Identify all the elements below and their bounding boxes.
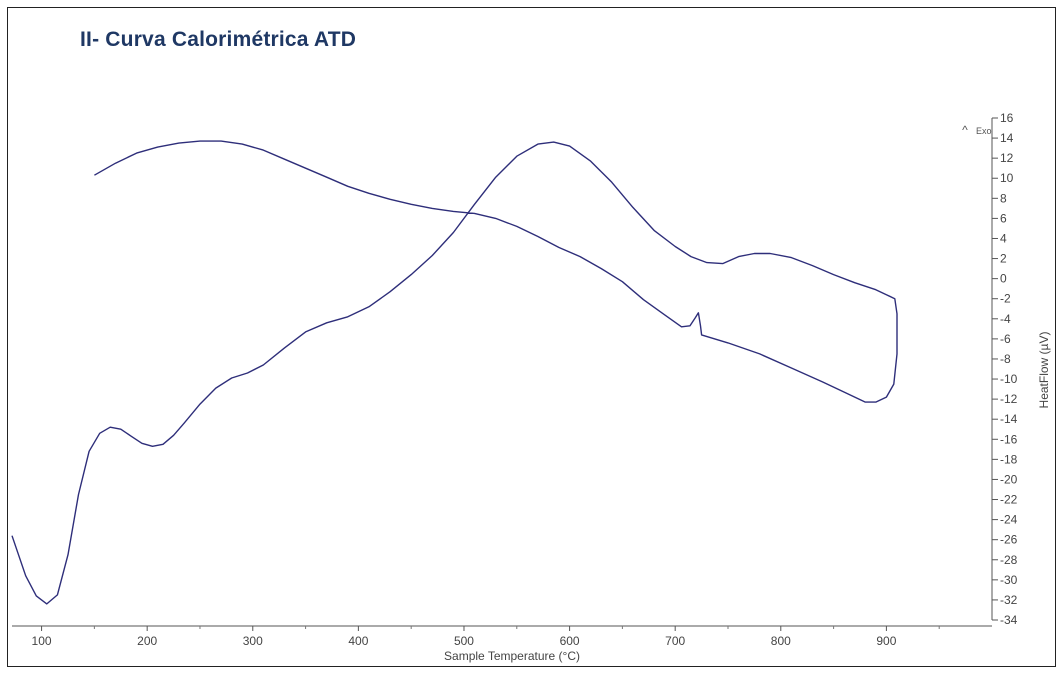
y-tick-label: -6 bbox=[1000, 332, 1011, 346]
x-axis-label: Sample Temperature (°C) bbox=[444, 649, 580, 663]
x-tick-label: 900 bbox=[876, 634, 896, 648]
x-tick-label: 200 bbox=[137, 634, 157, 648]
y-tick-label: 4 bbox=[1000, 231, 1007, 245]
y-tick-label: -8 bbox=[1000, 352, 1011, 366]
chart-axes bbox=[12, 118, 993, 627]
y-tick-label: -26 bbox=[1000, 533, 1018, 547]
y-tick-label: -32 bbox=[1000, 593, 1018, 607]
y-tick-label: 0 bbox=[1000, 272, 1007, 286]
y-tick-label: -18 bbox=[1000, 452, 1018, 466]
y-tick-label: -10 bbox=[1000, 372, 1018, 386]
exo-label: Exo bbox=[976, 126, 992, 136]
y-tick-label: 16 bbox=[1000, 111, 1014, 125]
y-tick-label: 2 bbox=[1000, 252, 1007, 266]
y-tick-label: -14 bbox=[1000, 412, 1018, 426]
y-tick-label: 10 bbox=[1000, 171, 1014, 185]
y-tick-label: -4 bbox=[1000, 312, 1011, 326]
series-line bbox=[11, 140, 898, 605]
x-tick-label: 500 bbox=[454, 634, 474, 648]
y-tick-label: -34 bbox=[1000, 613, 1018, 627]
y-tick-label: 6 bbox=[1000, 211, 1007, 225]
x-tick-label: 600 bbox=[560, 634, 580, 648]
chart-frame bbox=[7, 7, 1056, 667]
x-tick-label: 100 bbox=[32, 634, 52, 648]
x-tick-label: 400 bbox=[348, 634, 368, 648]
y-tick-label: -16 bbox=[1000, 432, 1018, 446]
y-axis-label: HeatFlow (µV) bbox=[1037, 332, 1051, 409]
chart-ticks: 100 200 300 400 500 600 700 800 900 16 14 12 10 8 6 4 2 0… bbox=[32, 111, 1018, 648]
y-tick-label: -20 bbox=[1000, 472, 1018, 486]
y-tick-label: -28 bbox=[1000, 553, 1018, 567]
y-tick-label: -12 bbox=[1000, 392, 1018, 406]
y-tick-label: -24 bbox=[1000, 513, 1018, 527]
y-tick-label: -30 bbox=[1000, 573, 1018, 587]
x-tick-label: 300 bbox=[243, 634, 263, 648]
page-title: II- Curva Calorimétrica ATD bbox=[80, 28, 357, 51]
exo-arrow-icon: ^ bbox=[962, 123, 968, 137]
y-tick-label: 14 bbox=[1000, 131, 1014, 145]
y-tick-label: 12 bbox=[1000, 151, 1014, 165]
x-tick-label: 700 bbox=[665, 634, 685, 648]
chart-plot-area bbox=[11, 140, 898, 605]
y-tick-label: -22 bbox=[1000, 493, 1018, 507]
y-tick-label: -2 bbox=[1000, 292, 1011, 306]
y-tick-label: 8 bbox=[1000, 191, 1007, 205]
x-tick-label: 800 bbox=[771, 634, 791, 648]
